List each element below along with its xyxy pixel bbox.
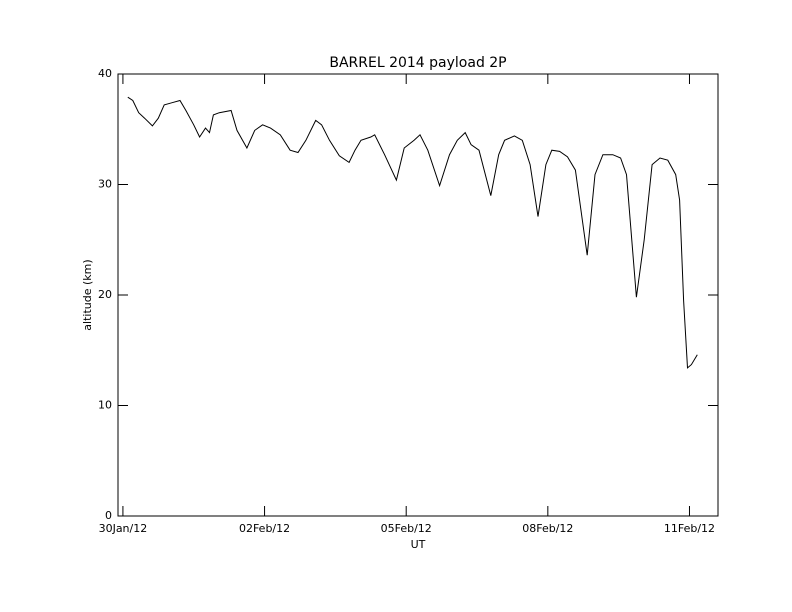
- x-tick-label: 11Feb/12: [664, 522, 715, 535]
- x-axis-label: UT: [411, 538, 426, 551]
- x-tick-label: 02Feb/12: [239, 522, 290, 535]
- y-tick-label: 20: [98, 288, 112, 301]
- x-tick-label: 05Feb/12: [381, 522, 432, 535]
- altitude-line: [127, 96, 698, 369]
- y-tick-label: 0: [105, 509, 112, 522]
- y-tick-label: 40: [98, 67, 112, 80]
- y-tick-label: 10: [98, 399, 112, 412]
- x-tick-label: 08Feb/12: [522, 522, 573, 535]
- y-tick-label: 30: [98, 178, 112, 191]
- x-tick-label: 30Jan/12: [99, 522, 148, 535]
- chart-title: BARREL 2014 payload 2P: [329, 55, 506, 71]
- y-axis-label: altitude (km): [81, 259, 94, 330]
